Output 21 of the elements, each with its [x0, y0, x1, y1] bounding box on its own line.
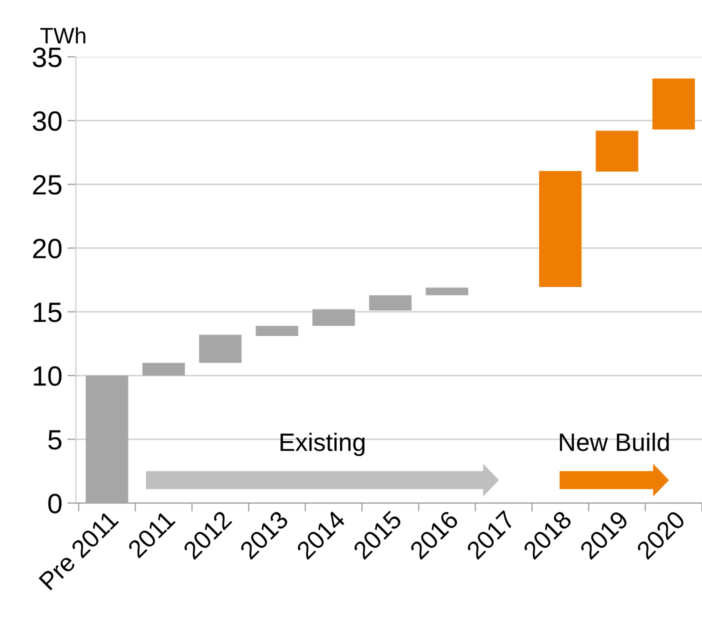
- y-tick-label: 5: [48, 430, 62, 450]
- annotation: Existing: [280, 432, 364, 456]
- bar: [596, 130, 638, 172]
- bar: [199, 334, 242, 363]
- bar: [369, 295, 412, 311]
- bar: [426, 288, 468, 296]
- annotation: New Build: [560, 432, 669, 452]
- y-tick-label: 25: [33, 175, 62, 195]
- bar: [652, 78, 695, 130]
- bar: [539, 170, 582, 287]
- bar: [142, 362, 185, 376]
- y-tick-label: 0: [48, 494, 62, 514]
- y-tick-label: 35: [32, 48, 62, 68]
- y-tick-label: 20: [33, 238, 62, 258]
- y-tick-label: 30: [32, 111, 62, 131]
- bar: [312, 309, 355, 326]
- bar: [256, 326, 298, 336]
- y-axis-title: TWh: [40, 27, 86, 44]
- y-tick-label: 15: [34, 302, 62, 322]
- y-tick-label: 10: [34, 366, 62, 386]
- bar: [86, 376, 128, 504]
